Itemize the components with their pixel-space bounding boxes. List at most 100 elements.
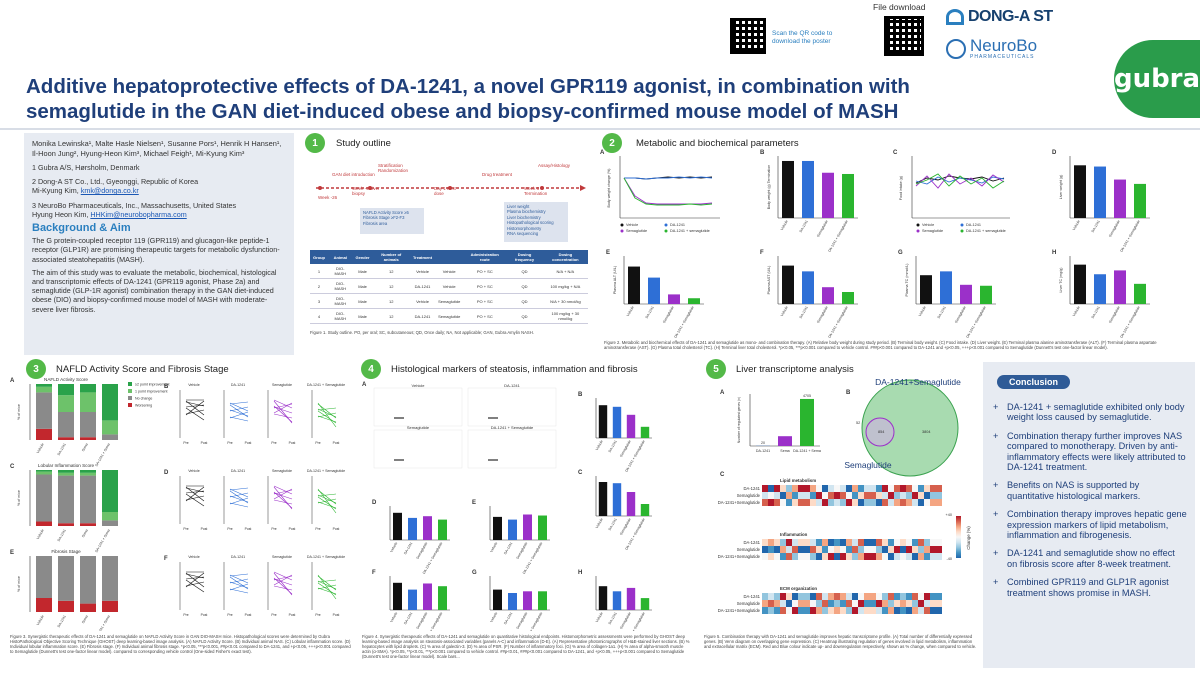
series-line [623,177,713,205]
colorbar-label: Change (%) [966,526,971,550]
heatmap-cell [798,593,804,600]
qr-code-icon[interactable] [730,18,766,54]
section-number-badge: 1 [305,133,325,153]
panel-letter: H [1052,250,1056,256]
chart-title: DA-1241 + Semaglutide [307,469,345,473]
bar [626,492,636,516]
stacked-bar-segment [102,520,118,526]
stacked-bar-segment [102,512,118,521]
heatmap-cell [900,600,906,607]
table-cell: 12 [372,278,410,294]
conclusion-list: DA-1241 + semaglutide exhibited only bod… [991,402,1187,598]
heatmap-cell [816,553,822,560]
legend-label: Vehicle [626,223,638,227]
venn-value: 52 [856,421,860,425]
heatmap-cell [810,492,816,499]
heatmap-cell [822,539,828,546]
stacked-bar-segment [80,412,96,438]
heatmap-cell [918,485,924,492]
heatmap-cell [858,593,864,600]
axis-label: Number of regulated genes (n) [737,397,741,443]
heatmap-cell [846,593,852,600]
heatmap-cell [822,607,828,614]
heatmap-cell [888,553,894,560]
tick-label: Vehicle [389,611,398,623]
background-paragraph: The G protein-coupled receptor 119 (GPR1… [32,236,280,264]
treatment-groups-table: Group Animal Gender Number of animals Treatm… [310,250,588,324]
section-number-badge: 2 [602,133,622,153]
paired-line [185,486,205,502]
heatmap-cell [894,492,900,499]
tick-label: Post [289,441,296,445]
heatmap-cell [930,485,936,492]
termination-endpoints-box: Liver weight Plasma biochemistry Liver b… [504,202,568,242]
stacked-bar-segment [58,556,74,601]
axis-label: Body weight change (%) [607,169,611,208]
heatmap-cell [864,607,870,614]
bar [423,583,432,610]
heatmap-cell [852,485,858,492]
chart-title: DA-1241 + Semaglutide [307,555,345,559]
bar [612,483,622,516]
heatmap-cell [864,485,870,492]
micrograph-image [467,429,557,469]
tick-label: DA-1241 + Semaglutide [827,219,849,252]
table-cell: PO + SC [463,264,507,279]
table-cell: PO + SC [463,308,507,324]
heatmap-cell [762,539,768,546]
heatmap-cell [804,539,810,546]
stacked-bar-segment [36,384,52,387]
figure-2-caption: Figure 2. Metabolic and biochemical effe… [604,340,1157,350]
heatmap-cell [864,499,870,506]
timeline-week: Week -4 Liver biopsy [352,186,380,196]
heatmap-cell [762,499,768,506]
axis-label: % of mice [17,490,21,506]
paired-line [273,486,293,510]
tick-label: Vehicle [1072,305,1081,317]
heatmap-cell [792,553,798,560]
stacked-bar-segment [80,475,96,524]
timeline-label: Assay/Histology [538,163,571,168]
legend-label: DA-1241 [966,223,981,227]
heatmap-cell [774,485,780,492]
bar [648,277,660,304]
tick-label: DA-1241 [608,517,618,531]
bar [1074,165,1086,218]
heatmap-cell [894,553,900,560]
tick-label: Pre [183,613,188,617]
paired-line [229,497,249,505]
bar [960,284,972,304]
tick-label: DA-1241 [57,614,67,628]
heatmap-cell [930,553,936,560]
section-title: Study outline [336,138,391,149]
heatmap-cell [930,546,936,553]
heatmap-cell [858,492,864,499]
heatmap-cell [888,485,894,492]
qr-code-icon[interactable] [884,16,924,56]
author-list: Monika Lewinska¹, Malte Hasle Nielsen¹, … [32,139,282,158]
heatmap-cell [912,539,918,546]
heatmap-cell [936,553,942,560]
bar [523,514,532,540]
table-row: 2 DIO-MASH Male 12 DA-1241 Vehicle PO + SC QD 10… [310,278,588,294]
heatmap-cell [870,553,876,560]
tick-label: DA-1241 [57,442,67,456]
bar [1074,264,1086,304]
paired-line [229,573,249,577]
paired-line [273,406,293,414]
panel-letter: C [10,464,15,470]
tick-label: DA-1241 + Sema [94,442,111,467]
tick-label: Sema [780,449,789,453]
heatmap-cell [762,546,768,553]
heatmap-cell [792,600,798,607]
stacked-bar-segment [102,556,118,601]
heatmap-cell [816,600,822,607]
email-link[interactable]: HHKim@neurobopharma.com [90,209,187,219]
timeline-week: Week -26 [318,195,338,200]
stacked-bar-segment [80,472,96,476]
bar [940,271,952,304]
email-link[interactable]: kmk@donga.co.kr [80,186,139,196]
paired-line [317,410,337,424]
timeline-week: Week 8 Termination [524,186,548,196]
chart-title: DA-1241 [231,383,245,387]
